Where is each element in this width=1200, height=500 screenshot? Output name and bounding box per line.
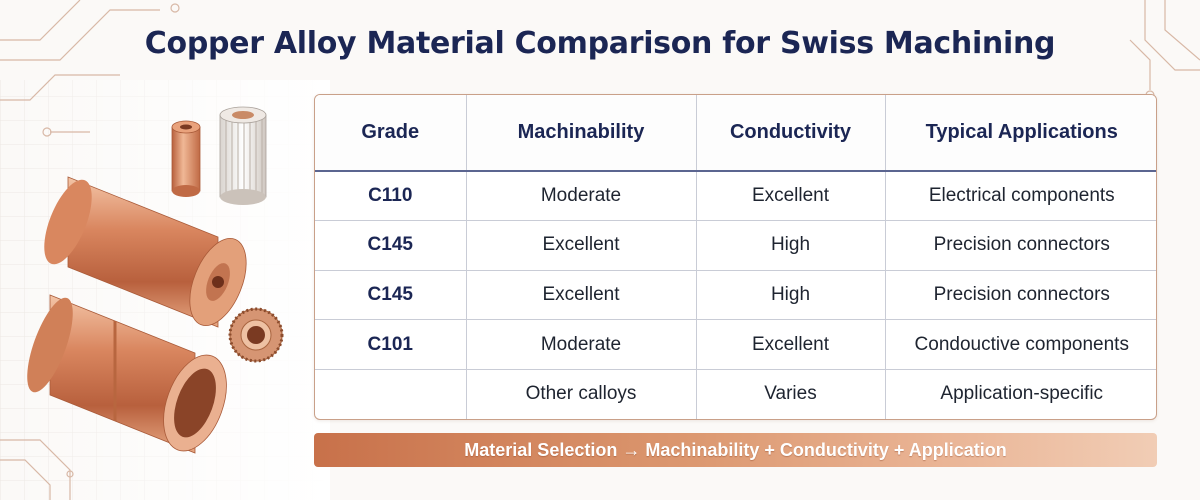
applications-cell: Precision connectors bbox=[885, 270, 1156, 321]
comparison-table: Grade Machinability Conductivity Typical… bbox=[314, 94, 1157, 420]
copper-bushing-icon bbox=[171, 120, 201, 197]
selection-formula-banner: Material Selection → Machinability + Con… bbox=[314, 433, 1157, 467]
applications-cell: Application-specific bbox=[940, 383, 1104, 405]
copper-tube-icon bbox=[27, 294, 227, 454]
copper-parts-illustration bbox=[27, 106, 284, 454]
page-title: Copper Alloy Material Comparison for Swi… bbox=[144, 26, 1056, 61]
knurled-nut-icon bbox=[228, 307, 284, 363]
grade-cell bbox=[315, 369, 467, 419]
conductivity-cell: High bbox=[696, 270, 886, 321]
applications-cell: Condouctive components bbox=[885, 319, 1156, 370]
grade-cell: C145 bbox=[315, 270, 467, 321]
copper-knurled-spacer-icon bbox=[219, 106, 267, 205]
copper-rod-icon bbox=[44, 176, 247, 328]
grade-cell: C145 bbox=[315, 220, 467, 271]
machinability-cell: Other calloys bbox=[466, 369, 697, 419]
column-header-applications: Typical Applications bbox=[885, 95, 1156, 172]
table-row: C145 Excellent High Precision connectors bbox=[315, 220, 1156, 271]
conductivity-cell: High bbox=[696, 220, 886, 271]
table-row: C145 Excellent High Precision connectors bbox=[315, 270, 1156, 321]
machinability-cell: Moderate bbox=[466, 319, 697, 370]
machinability-cell: Excellent bbox=[466, 220, 697, 271]
conductivity-cell: Excellent bbox=[696, 319, 886, 370]
applications-cell: Electrical components bbox=[885, 171, 1156, 222]
conductivity-cell: Excellent bbox=[696, 171, 886, 222]
table-row: C101 Moderate Excellent Condouctive comp… bbox=[315, 319, 1156, 370]
conductivity-cell: Varies bbox=[696, 369, 886, 419]
column-header-machinability: Machinability bbox=[466, 95, 697, 172]
grade-cell: C101 bbox=[315, 319, 467, 370]
table-row: Other calloys Varies Application-specifi… bbox=[315, 369, 1156, 419]
column-header-grade: Grade bbox=[315, 95, 467, 172]
machinability-cell: Excellent bbox=[466, 270, 697, 321]
table-row: C110 Moderate Excellent Electrical compo… bbox=[315, 171, 1156, 222]
applications-cell: Precision connectors bbox=[885, 220, 1156, 271]
grade-cell: C110 bbox=[315, 171, 467, 222]
column-header-conductivity: Conductivity bbox=[696, 95, 886, 172]
machinability-cell: Moderate bbox=[466, 171, 697, 222]
table-header-row: Grade Machinability Conductivity Typical… bbox=[315, 95, 1156, 172]
